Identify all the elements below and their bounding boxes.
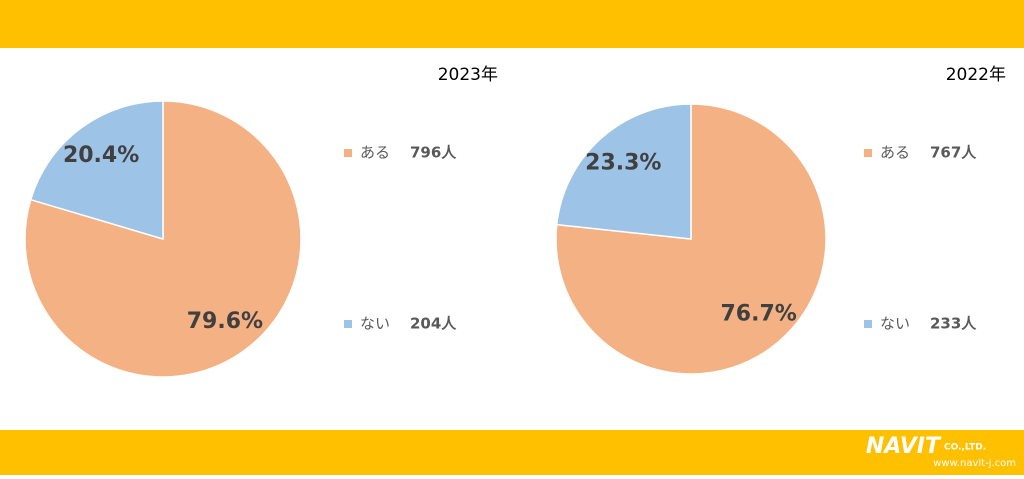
url: www.navit-j.com [933, 458, 1016, 469]
logo: NAVIT [866, 434, 942, 459]
data-label: 76.7% [721, 301, 797, 326]
data-label: 23.3% [585, 151, 661, 176]
chart-title: 2022年 [946, 65, 1006, 85]
legend-swatch [344, 149, 352, 157]
legend-label: ない [880, 315, 910, 333]
legend-swatch [864, 149, 872, 157]
legend-count: 204人 [410, 315, 457, 333]
legend-count: 767人 [930, 144, 977, 162]
pie-slice [555, 103, 692, 240]
company: CO.,LTD. [944, 443, 986, 453]
pie-slice [29, 100, 164, 241]
legend-label: ある [880, 144, 910, 162]
data-label: 20.4% [63, 143, 139, 168]
bottom-band [0, 430, 1024, 475]
legend-swatch [864, 320, 872, 328]
chart-title: 2023年 [438, 65, 498, 85]
legend-count: 796人 [410, 144, 457, 162]
pie-slice [24, 100, 302, 378]
legend-label: ある [360, 144, 390, 162]
data-label: 79.6% [187, 309, 263, 334]
top-band [0, 0, 1024, 48]
legend-swatch [344, 320, 352, 328]
legend-label: ない [360, 315, 390, 333]
legend-count: 233人 [930, 315, 977, 333]
